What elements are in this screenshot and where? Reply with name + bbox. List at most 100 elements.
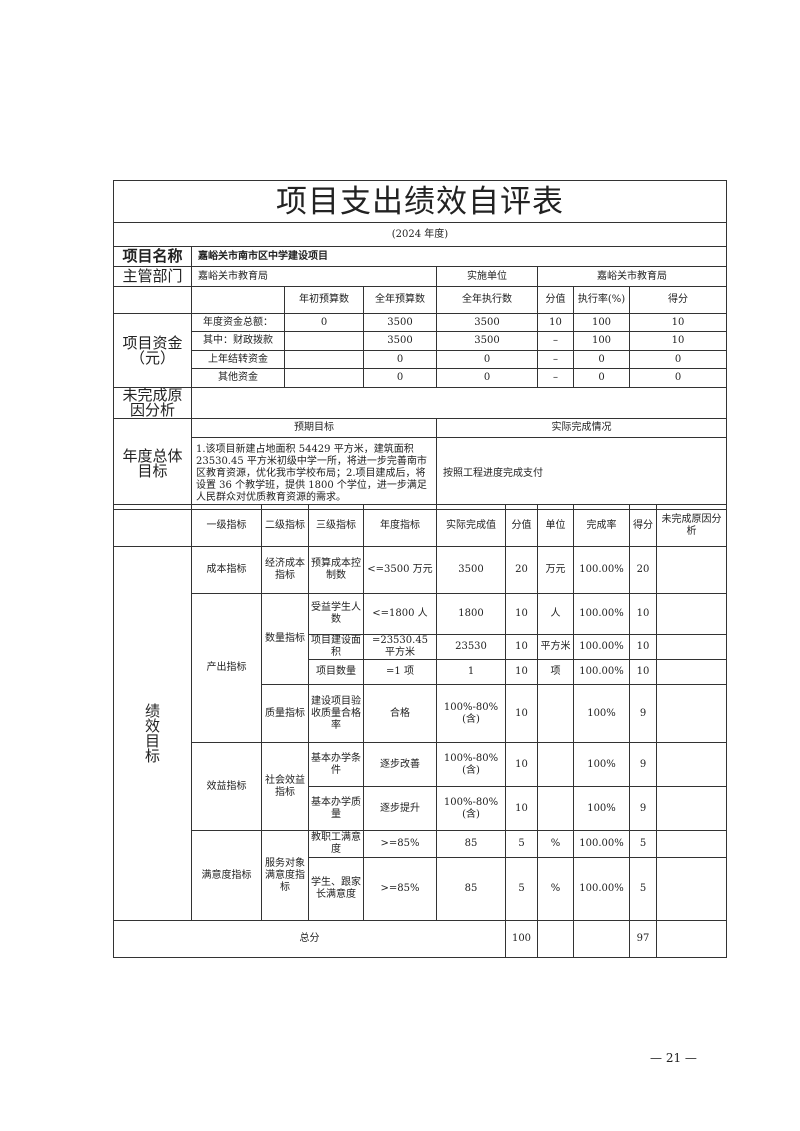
page-title: 项目支出绩效自评表	[113, 180, 727, 223]
l2: 服务对象满意度指标	[261, 830, 309, 921]
col-header: 年初预算数	[284, 286, 364, 314]
fund-cell: –	[537, 350, 574, 369]
evaluation-table-performance: 一级指标 二级指标 三级指标 年度指标 实际完成值 分值 单位 完成率 得分 未…	[113, 504, 727, 958]
fund-cell: 10	[537, 313, 574, 332]
actual-status: 按照工程进度完成支付	[436, 437, 727, 510]
fund-cell: –	[537, 331, 574, 351]
col-header: 未完成原因分析	[656, 504, 727, 547]
fund-cell: 3500	[436, 331, 538, 351]
actual: 85	[436, 830, 506, 858]
impl-label: 实施单位	[436, 266, 538, 287]
actual: 23530	[436, 634, 506, 660]
l1: 成本指标	[191, 546, 262, 594]
l3: 基本办学条件	[308, 742, 364, 787]
col-header: 二级指标	[261, 504, 309, 547]
l3: 教职工满意度	[308, 830, 364, 858]
actual: 1800	[436, 593, 506, 635]
fund-cell: 0	[363, 350, 437, 369]
empty-cell	[113, 504, 192, 547]
impl-value: 嘉峪关市教育局	[537, 266, 727, 287]
col-header: 全年预算数	[363, 286, 437, 314]
rate: 100.00%	[573, 546, 630, 594]
target: 合格	[363, 684, 437, 743]
got: 5	[629, 857, 657, 921]
unit	[537, 742, 574, 787]
dept-value: 嘉峪关市教育局	[191, 266, 437, 287]
col-header: 分值	[537, 286, 574, 314]
l3: 项目建设面积	[308, 634, 364, 660]
fund-type: 年度资金总额：	[191, 313, 285, 332]
l1: 产出指标	[191, 593, 262, 743]
reason	[656, 634, 727, 660]
got: 20	[629, 546, 657, 594]
rate: 100.00%	[573, 634, 630, 660]
fund-cell: 3500	[363, 313, 437, 332]
rate: 100%	[573, 786, 630, 831]
target: >=85%	[363, 830, 437, 858]
reason	[656, 659, 727, 685]
fund-cell	[284, 331, 364, 351]
score: 10	[505, 659, 538, 685]
empty-cell	[656, 920, 727, 958]
fund-cell: 0	[436, 350, 538, 369]
l3: 项目数量	[308, 659, 364, 685]
reason	[656, 684, 727, 743]
total-got: 97	[629, 920, 657, 958]
actual: 100%-80%(含)	[436, 742, 506, 787]
fund-cell: 3500	[436, 313, 538, 332]
fund-cell: 0	[363, 368, 437, 388]
l3: 建设项目验收质量合格率	[308, 684, 364, 743]
empty-cell	[537, 920, 574, 958]
fund-cell	[284, 368, 364, 388]
fund-cell: 0	[573, 368, 630, 388]
unit	[537, 684, 574, 743]
unfinished-value	[191, 387, 727, 419]
got: 5	[629, 830, 657, 858]
l3: 基本办学质量	[308, 786, 364, 831]
rate: 100.00%	[573, 857, 630, 921]
empty-cell	[191, 286, 285, 314]
overall-label: 年度总体目标	[113, 418, 192, 510]
col-header: 分值	[505, 504, 538, 547]
evaluation-table-top: 项目支出绩效自评表 (2024 年度) 项目名称 嘉峪关市南市区中学建设项目 主…	[113, 180, 727, 510]
l1: 效益指标	[191, 742, 262, 831]
rate: 100.00%	[573, 659, 630, 685]
col-header: 完成率	[573, 504, 630, 547]
reason	[656, 857, 727, 921]
col-header: 执行率(%)	[573, 286, 630, 314]
funds-label: 项目资金（元）	[113, 313, 192, 388]
col-header: 年度指标	[363, 504, 437, 547]
score: 5	[505, 830, 538, 858]
fund-cell: 10	[629, 331, 727, 351]
actual: 85	[436, 857, 506, 921]
unit: 人	[537, 593, 574, 635]
actual: 100%-80%(含)	[436, 786, 506, 831]
fund-cell: –	[537, 368, 574, 388]
unit: 平方米	[537, 634, 574, 660]
actual: 3500	[436, 546, 506, 594]
fund-cell: 0	[436, 368, 538, 388]
perf-label-cell: 绩效目标	[113, 546, 192, 921]
target: >=85%	[363, 857, 437, 921]
actual: 1	[436, 659, 506, 685]
perf-label: 绩效目标	[144, 701, 160, 765]
l2: 经济成本指标	[261, 546, 309, 594]
got: 10	[629, 659, 657, 685]
project-name-label: 项目名称	[113, 246, 192, 267]
unit: 万元	[537, 546, 574, 594]
fund-cell: 0	[573, 350, 630, 369]
year-label: (2024 年度)	[113, 222, 727, 247]
target: 逐步改善	[363, 742, 437, 787]
expected-header: 预期目标	[191, 418, 437, 438]
unit: %	[537, 830, 574, 858]
actual: 100%-80%(含)	[436, 684, 506, 743]
l3: 预算成本控制数	[308, 546, 364, 594]
l2: 质量指标	[261, 684, 309, 743]
unfinished-label: 未完成原因分析	[113, 387, 192, 419]
project-name: 嘉峪关市南市区中学建设项目	[191, 246, 727, 267]
score: 10	[505, 742, 538, 787]
target: 逐步提升	[363, 786, 437, 831]
page-number: — 21 —	[650, 1051, 697, 1065]
got: 9	[629, 684, 657, 743]
rate: 100%	[573, 742, 630, 787]
